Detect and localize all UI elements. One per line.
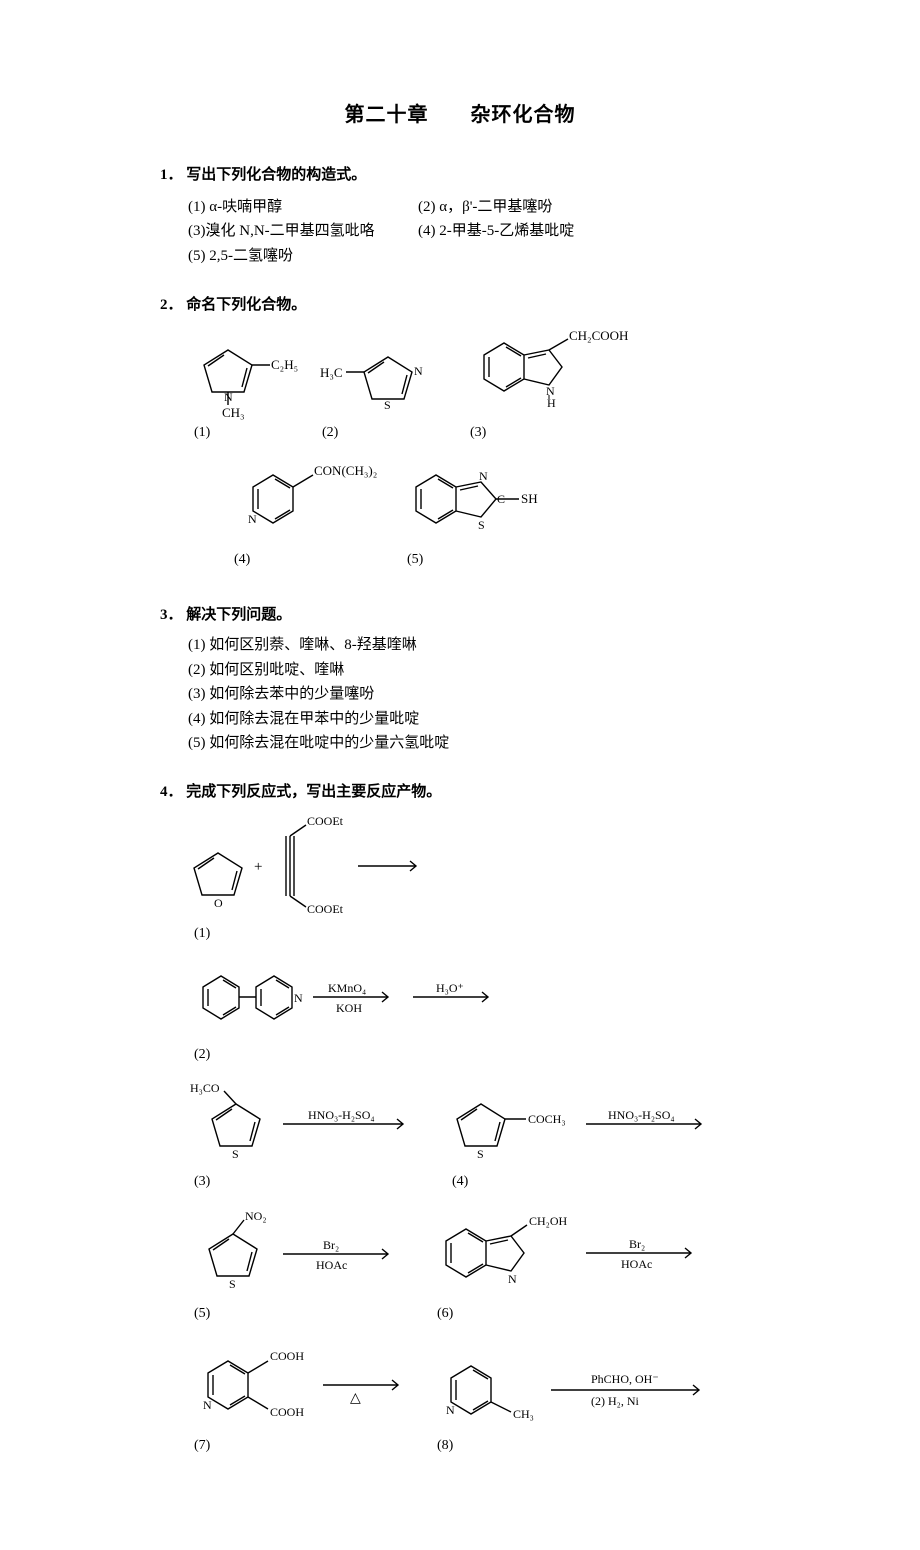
q3-item-1: (1) 如何区别萘、喹啉、8-羟基喹啉 <box>188 634 760 657</box>
svg-text:N: N <box>508 1272 517 1286</box>
fig-2-2: H₃C S N (2) <box>316 345 446 443</box>
fig-2-2-label: (2) <box>322 422 446 443</box>
svg-text:N: N <box>294 991 303 1005</box>
svg-text:N: N <box>414 364 423 378</box>
rxn-7: COOH COOH N △ (7) <box>188 1338 413 1456</box>
svg-text:CH₃: CH₃ <box>513 1407 534 1421</box>
svg-text:COOEt: COOEt <box>307 814 344 828</box>
svg-text:O: O <box>214 896 223 910</box>
q1-head: 写出下列化合物的构造式。 <box>186 167 366 183</box>
svg-text:SH: SH <box>521 491 538 506</box>
svg-text:C₂H₅: C₂H₅ <box>271 357 298 372</box>
rxn-5-label: (5) <box>194 1303 413 1324</box>
q3-item-3: (3) 如何除去苯中的少量噻吩 <box>188 683 760 706</box>
rxn-2-label: (2) <box>194 1044 508 1065</box>
fig-2-4: CON(CH₃)₂ N (4) <box>228 457 383 570</box>
svg-text:S: S <box>478 518 485 532</box>
svg-text:CH₃: CH₃ <box>222 405 245 420</box>
rxn-5: NO₂ S Br₂ HOAc (5) <box>188 1206 413 1324</box>
rxn-3-label: (3) <box>194 1171 428 1192</box>
fig-2-5-label: (5) <box>407 549 581 570</box>
svg-text:N: N <box>446 1403 455 1417</box>
question-2: 2． 命名下列化合物。 C₂H₅ CH₃ <box>160 294 760 578</box>
rxn-4-label: (4) <box>452 1171 716 1192</box>
rxn-1-label: (1) <box>194 923 428 944</box>
fig-2-3: CH₂COOH N H (3) <box>464 325 639 443</box>
svg-text:CON(CH₃)₂: CON(CH₃)₂ <box>314 463 377 478</box>
svg-text:S: S <box>229 1277 236 1291</box>
svg-text:S: S <box>477 1147 484 1161</box>
fig-2-3-label: (3) <box>470 422 639 443</box>
question-1: 1． 写出下列化合物的构造式。 (1) α-呋喃甲醇 (2) α，β'-二甲基噻… <box>160 164 760 268</box>
svg-text:CH₂OH: CH₂OH <box>529 1214 568 1228</box>
question-3: 3． 解决下列问题。 (1) 如何区别萘、喹啉、8-羟基喹啉 (2) 如何区别吡… <box>160 604 760 755</box>
svg-text:HOAc: HOAc <box>316 1258 347 1272</box>
q3-item-4: (4) 如何除去混在甲苯中的少量吡啶 <box>188 708 760 731</box>
q3-num: 3． <box>160 607 183 623</box>
rxn-3: H₃CO S HNO₃-H₂SO₄ (3) <box>188 1079 428 1192</box>
page-title: 第二十章 杂环化合物 <box>160 100 760 130</box>
svg-text:H: H <box>547 396 556 410</box>
svg-text:N: N <box>248 512 257 526</box>
fig-2-1-label: (1) <box>194 422 298 443</box>
svg-text:N: N <box>224 390 233 404</box>
fig-2-4-label: (4) <box>234 549 383 570</box>
rxn-8: N CH₃ PhCHO, OH⁻ (2) H₂, Ni (8) <box>431 1348 716 1456</box>
q1-num: 1． <box>160 167 183 183</box>
svg-text:+: + <box>254 859 262 875</box>
question-4: 4． 完成下列反应式，写出主要反应产物。 O + <box>160 781 760 1465</box>
rxn-6: CH₂OH N Br₂ HOAc (6) <box>431 1211 711 1324</box>
svg-text:△: △ <box>350 1391 361 1406</box>
q1-item-4: (4) 2-甲基-5-乙烯基吡啶 <box>418 220 648 243</box>
svg-text:N: N <box>479 469 488 483</box>
svg-text:KOH: KOH <box>336 1001 362 1015</box>
rxn-4: S COCH₃ HNO₃-H₂SO₄ (4) <box>446 1089 716 1192</box>
q3-head: 解决下列问题。 <box>186 607 291 623</box>
rxn-1: O + COOEt COOEt <box>188 811 428 944</box>
q3-item-5: (5) 如何除去混在吡啶中的少量六氢吡啶 <box>188 732 760 755</box>
fig-2-1: C₂H₅ CH₃ N (1) <box>188 335 298 443</box>
fig-2-5: N S C SH (5) <box>401 457 581 570</box>
svg-text:KMnO₄: KMnO₄ <box>328 981 366 995</box>
rxn-2: N KMnO₄ KOH H₃O⁺ <box>188 952 508 1065</box>
q4-head: 完成下列反应式，写出主要反应产物。 <box>186 784 441 800</box>
q2-head: 命名下列化合物。 <box>186 297 306 313</box>
svg-text:N: N <box>203 1398 212 1412</box>
q1-item-3: (3)溴化 N,N-二甲基四氢吡咯 <box>188 220 418 243</box>
svg-text:HOAc: HOAc <box>621 1257 652 1271</box>
svg-text:CH₂COOH: CH₂COOH <box>569 328 628 343</box>
svg-text:HNO₃-H₂SO₄: HNO₃-H₂SO₄ <box>608 1108 675 1122</box>
svg-text:C: C <box>497 492 505 506</box>
q1-item-2: (2) α，β'-二甲基噻吩 <box>418 196 648 219</box>
svg-text:HNO₃-H₂SO₄: HNO₃-H₂SO₄ <box>308 1108 375 1122</box>
svg-text:Br₂: Br₂ <box>629 1237 645 1251</box>
svg-text:COOH: COOH <box>270 1349 304 1363</box>
svg-text:S: S <box>384 398 391 412</box>
q4-num: 4． <box>160 784 183 800</box>
svg-text:H₃O⁺: H₃O⁺ <box>436 981 464 995</box>
svg-text:COCH₃: COCH₃ <box>528 1112 566 1126</box>
rxn-6-label: (6) <box>437 1303 711 1324</box>
svg-text:COOH: COOH <box>270 1405 304 1419</box>
q1-item-1: (1) α-呋喃甲醇 <box>188 196 418 219</box>
svg-text:H₃C: H₃C <box>320 365 343 380</box>
svg-text:COOEt: COOEt <box>307 902 344 916</box>
q3-item-2: (2) 如何区别吡啶、喹啉 <box>188 659 760 682</box>
rxn-7-label: (7) <box>194 1435 413 1456</box>
rxn-8-label: (8) <box>437 1435 716 1456</box>
svg-text:H₃CO: H₃CO <box>190 1081 220 1095</box>
q1-item-5: (5) 2,5-二氢噻吩 <box>188 245 418 268</box>
svg-text:PhCHO, OH⁻: PhCHO, OH⁻ <box>591 1372 659 1386</box>
svg-text:S: S <box>232 1147 239 1161</box>
q2-num: 2． <box>160 297 183 313</box>
svg-text:(2) H₂, Ni: (2) H₂, Ni <box>591 1394 640 1408</box>
svg-text:NO₂: NO₂ <box>245 1209 267 1223</box>
svg-text:Br₂: Br₂ <box>323 1238 339 1252</box>
